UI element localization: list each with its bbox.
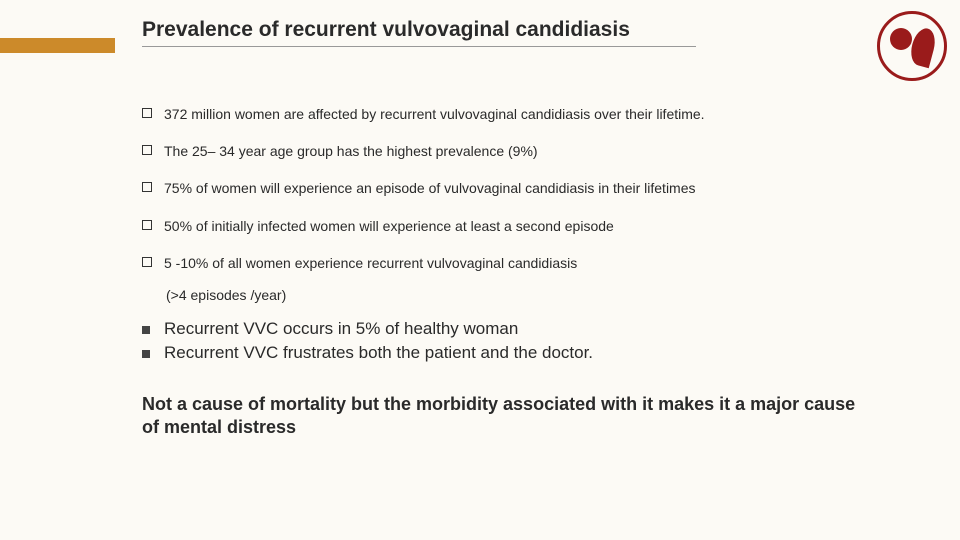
list-item: 50% of initially infected women will exp… (142, 217, 902, 235)
bullet-text: 372 million women are affected by recurr… (164, 105, 705, 123)
organization-logo (872, 8, 952, 93)
sub-text: (>4 episodes /year) (166, 287, 902, 303)
list-item: Recurrent VVC occurs in 5% of healthy wo… (142, 319, 902, 339)
page-title: Prevalence of recurrent vulvovaginal can… (142, 18, 630, 42)
list-item: 5 -10% of all women experience recurrent… (142, 254, 902, 272)
hollow-square-icon (142, 182, 152, 192)
filled-square-icon (142, 326, 150, 334)
list-item: 372 million women are affected by recurr… (142, 105, 902, 123)
bullet-text: Recurrent VVC frustrates both the patien… (164, 343, 593, 363)
bullet-text: The 25– 34 year age group has the highes… (164, 142, 538, 160)
list-item: Recurrent VVC frustrates both the patien… (142, 343, 902, 363)
bullet-text: 50% of initially infected women will exp… (164, 217, 614, 235)
bullet-text: Recurrent VVC occurs in 5% of healthy wo… (164, 319, 518, 339)
hollow-square-icon (142, 145, 152, 155)
bullet-text: 5 -10% of all women experience recurrent… (164, 254, 577, 272)
title-underline (142, 46, 696, 47)
hollow-square-icon (142, 257, 152, 267)
closing-statement: Not a cause of mortality but the morbidi… (142, 393, 862, 440)
content-area: 372 million women are affected by recurr… (142, 105, 902, 440)
filled-square-icon (142, 350, 150, 358)
bullet-text: 75% of women will experience an episode … (164, 179, 696, 197)
list-item: The 25– 34 year age group has the highes… (142, 142, 902, 160)
list-item: 75% of women will experience an episode … (142, 179, 902, 197)
accent-bar (0, 38, 115, 53)
hollow-square-icon (142, 108, 152, 118)
hollow-square-icon (142, 220, 152, 230)
